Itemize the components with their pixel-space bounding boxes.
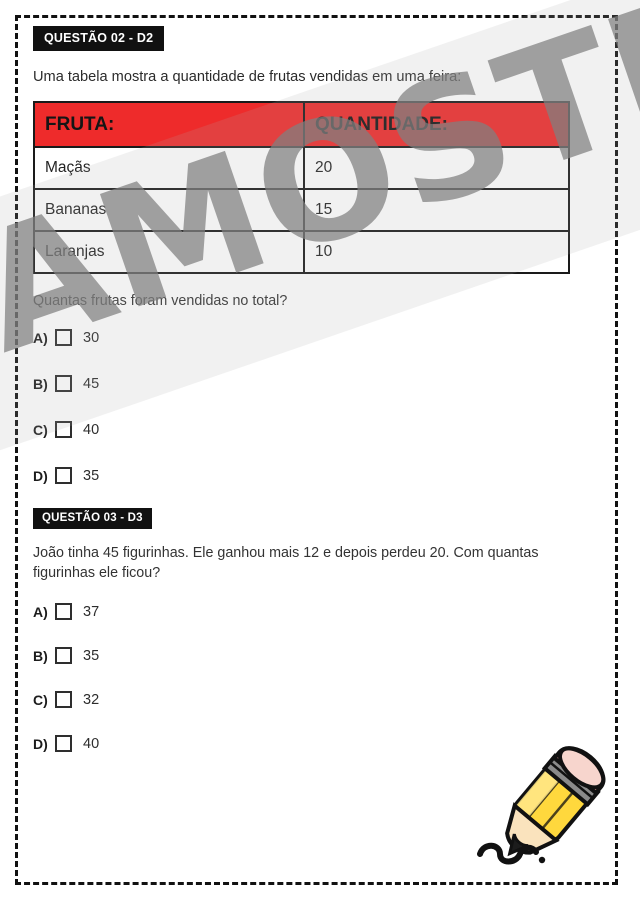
option-row-b[interactable]: B) 35 xyxy=(33,642,588,670)
option-row-a[interactable]: A) 30 xyxy=(33,324,588,352)
option-letter-a: A) xyxy=(33,329,48,346)
option-row-c[interactable]: C) 40 xyxy=(33,416,588,444)
checkbox-q2-c[interactable] xyxy=(55,421,72,439)
checkbox-q3-c[interactable] xyxy=(55,691,72,709)
option-row-a[interactable]: A) 37 xyxy=(33,598,588,626)
option-value-d: 40 xyxy=(83,735,100,752)
option-value-d: 35 xyxy=(83,467,100,484)
option-letter-b: B) xyxy=(33,647,48,664)
table-header-row: FRUTA: QUANTIDADE: xyxy=(33,101,570,149)
table-cell-fruit: Maçãs xyxy=(33,146,305,191)
table-cell-quantity: 10 xyxy=(303,230,570,275)
question-03-badge: QUESTÃO 03 - D3 xyxy=(33,507,152,530)
table-row: Bananas 15 xyxy=(33,188,570,233)
option-value-a: 30 xyxy=(83,329,100,346)
question-03-block: QUESTÃO 03 - D3 João tinha 45 figurinhas… xyxy=(33,507,588,758)
table-cell-quantity: 20 xyxy=(303,146,570,191)
table-header-fruit: FRUTA: xyxy=(33,101,305,149)
table-cell-quantity: 15 xyxy=(303,188,570,233)
question-03-prompt: João tinha 45 figurinhas. Ele ganhou mai… xyxy=(33,545,539,582)
question-02-intro-text: Uma tabela mostra a quantidade de frutas… xyxy=(33,68,462,85)
option-row-d[interactable]: D) 35 xyxy=(33,462,588,490)
checkbox-q3-d[interactable] xyxy=(55,735,72,753)
option-letter-a: A) xyxy=(33,603,48,620)
question-02-options: A) 30 B) 45 C) 40 D) 35 xyxy=(33,324,588,490)
option-value-b: 35 xyxy=(83,647,100,664)
option-letter-b: B) xyxy=(33,375,48,392)
checkbox-q3-a[interactable] xyxy=(55,603,72,621)
checkbox-q2-b[interactable] xyxy=(55,375,72,393)
question-02-badge: QUESTÃO 02 - D2 xyxy=(33,26,165,51)
pencil-icon xyxy=(462,742,622,882)
fruit-quantity-table: FRUTA: QUANTIDADE: Maçãs 20 Bananas 15 L… xyxy=(33,101,570,275)
option-letter-c: C) xyxy=(33,691,48,708)
option-letter-d: D) xyxy=(33,735,48,752)
option-row-b[interactable]: B) 45 xyxy=(33,370,588,398)
table-header-quantity: QUANTIDADE: xyxy=(303,101,570,149)
checkbox-q2-d[interactable] xyxy=(55,467,72,485)
question-02-block: QUESTÃO 02 - D2 Uma tabela mostra a quan… xyxy=(33,26,588,490)
question-03-options: A) 37 B) 35 C) 32 D) 40 xyxy=(33,598,588,758)
table-row: Laranjas 10 xyxy=(33,230,570,275)
option-value-a: 37 xyxy=(83,603,100,620)
option-letter-d: D) xyxy=(33,467,48,484)
option-value-c: 32 xyxy=(83,691,100,708)
question-02-prompt: Quantas frutas foram vendidas no total? xyxy=(33,293,288,310)
table-row: Maçãs 20 xyxy=(33,146,570,191)
checkbox-q3-b[interactable] xyxy=(55,647,72,665)
option-value-b: 45 xyxy=(83,375,100,392)
option-letter-c: C) xyxy=(33,421,48,438)
option-value-c: 40 xyxy=(83,421,100,438)
option-row-c[interactable]: C) 32 xyxy=(33,686,588,714)
table-cell-fruit: Bananas xyxy=(33,188,305,233)
worksheet-content: QUESTÃO 02 - D2 Uma tabela mostra a quan… xyxy=(33,26,588,774)
checkbox-q2-a[interactable] xyxy=(55,329,72,347)
table-cell-fruit: Laranjas xyxy=(33,230,305,275)
option-row-d[interactable]: D) 40 xyxy=(33,730,588,758)
